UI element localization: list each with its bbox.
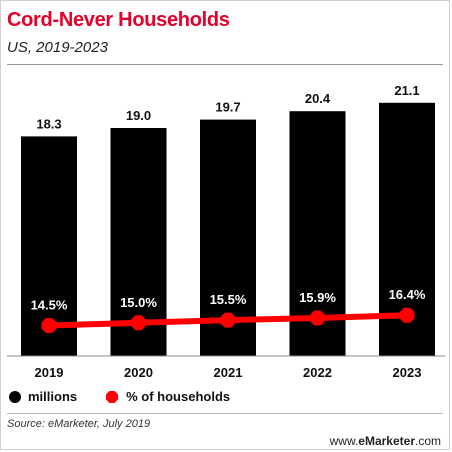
bar-value-label-2021: 19.7 <box>215 100 240 115</box>
households-label-2022: 15.9% <box>299 290 336 305</box>
households-marker-2021 <box>220 312 236 328</box>
footer-divider <box>7 413 443 414</box>
bar-value-label-2020: 19.0 <box>126 108 151 123</box>
households-marker-2019 <box>41 318 57 333</box>
legend: millions % of households <box>9 389 230 404</box>
x-tick-label-2022: 2022 <box>303 365 332 380</box>
chart-title: Cord-Never Households <box>7 9 230 31</box>
legend-octagon-icon <box>106 390 119 403</box>
bar-value-label-2023: 21.1 <box>394 83 419 98</box>
households-label-2019: 14.5% <box>31 298 68 313</box>
source-note: Source: eMarketer, July 2019 <box>7 418 151 430</box>
households-marker-2020 <box>131 315 146 331</box>
bar-line-chart: 18.3 19.0 19.7 20.4 21.1 14.5% 15.0% 15.5% 15.9… <box>7 83 445 380</box>
households-marker-2023 <box>399 307 415 323</box>
bar-value-label-2019: 18.3 <box>36 116 61 131</box>
bar-value-label-2022: 20.4 <box>305 91 331 106</box>
title-divider <box>7 64 443 65</box>
logo-brand: eMarketer <box>358 434 415 448</box>
x-tick-label-2023: 2023 <box>393 365 422 380</box>
bar-value-labels: 18.3 19.0 19.7 20.4 21.1 <box>36 83 419 132</box>
households-label-2021: 15.5% <box>210 292 247 307</box>
legend-item-millions: millions <box>9 389 77 404</box>
legend-label-millions: millions <box>28 389 78 404</box>
legend-item-households: % of households <box>105 389 230 404</box>
legend-circle-icon <box>9 390 21 403</box>
x-tick-label-2021: 2021 <box>214 365 243 380</box>
x-tick-label-2019: 2019 <box>35 365 64 380</box>
logo-prefix: www. <box>329 434 359 448</box>
x-tick-label-2020: 2020 <box>124 365 153 380</box>
x-axis-tick-labels: 2019 2020 2021 2022 2023 <box>35 365 422 380</box>
emarketer-logo: www.eMarketer.com <box>330 434 441 448</box>
line-value-labels: 14.5% 15.0% 15.5% 15.9% 16.4% <box>31 287 426 312</box>
households-label-2023: 16.4% <box>389 287 426 302</box>
chart-subtitle: US, 2019-2023 <box>7 39 108 56</box>
households-marker-2022 <box>310 310 325 326</box>
line-series-households <box>41 307 415 333</box>
logo-suffix: .com <box>414 434 441 448</box>
households-label-2020: 15.0% <box>120 295 157 310</box>
legend-label-households: % of households <box>126 389 231 404</box>
